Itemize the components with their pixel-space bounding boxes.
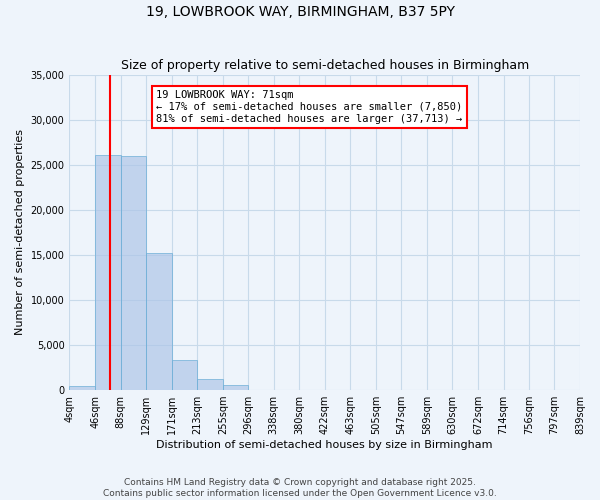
Bar	[70, 386, 95, 390]
Bar	[95, 155, 121, 390]
Bar	[121, 156, 146, 390]
Title: Size of property relative to semi-detached houses in Birmingham: Size of property relative to semi-detach…	[121, 59, 529, 72]
Y-axis label: Number of semi-detached properties: Number of semi-detached properties	[15, 130, 25, 336]
Bar	[197, 380, 223, 390]
Text: Contains HM Land Registry data © Crown copyright and database right 2025.
Contai: Contains HM Land Registry data © Crown c…	[103, 478, 497, 498]
Bar	[223, 384, 248, 390]
X-axis label: Distribution of semi-detached houses by size in Birmingham: Distribution of semi-detached houses by …	[157, 440, 493, 450]
Text: 19 LOWBROOK WAY: 71sqm
← 17% of semi-detached houses are smaller (7,850)
81% of : 19 LOWBROOK WAY: 71sqm ← 17% of semi-det…	[156, 90, 463, 124]
Bar	[172, 360, 197, 390]
Bar	[146, 253, 172, 390]
Text: 19, LOWBROOK WAY, BIRMINGHAM, B37 5PY: 19, LOWBROOK WAY, BIRMINGHAM, B37 5PY	[146, 5, 455, 19]
